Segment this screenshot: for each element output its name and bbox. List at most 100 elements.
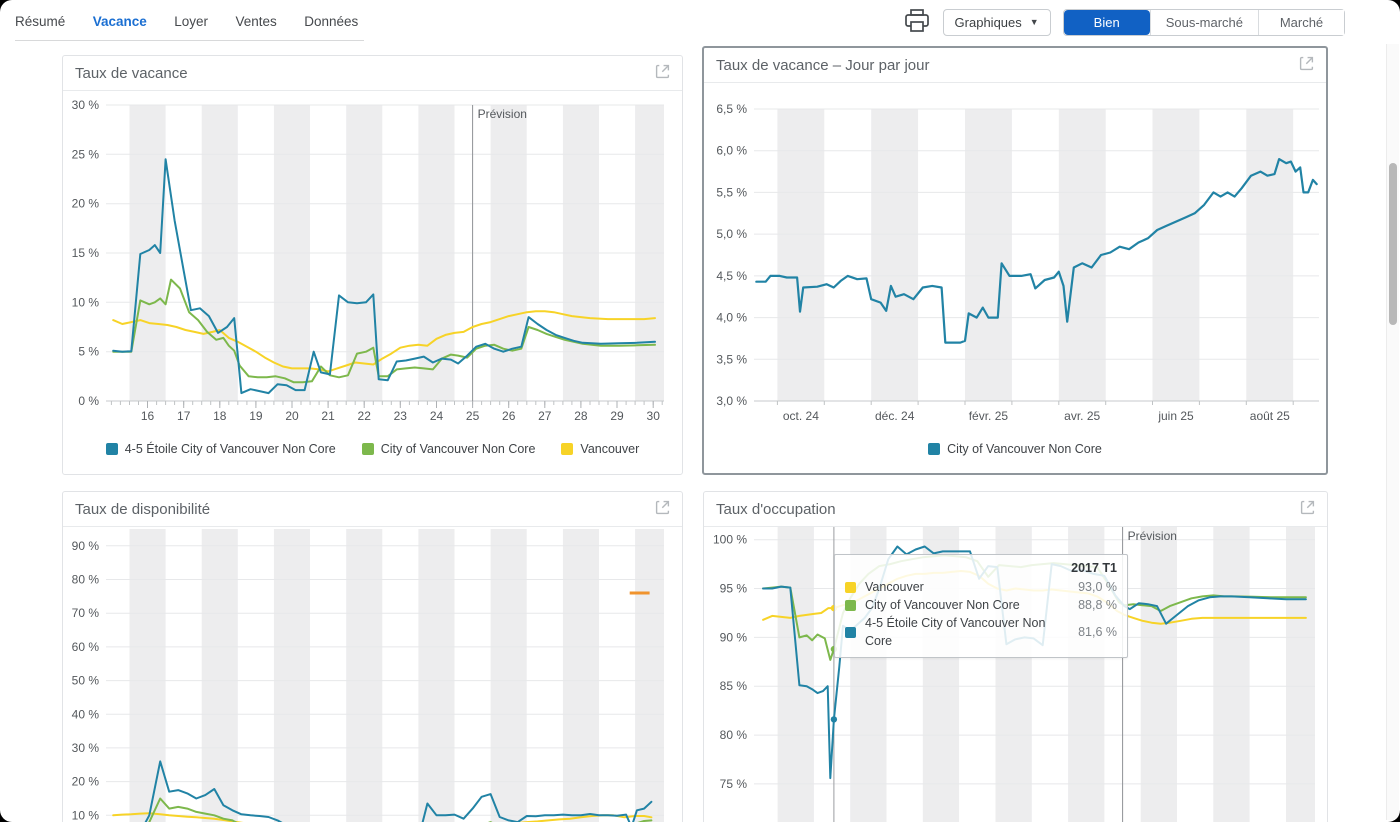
svg-text:27: 27 xyxy=(538,409,552,423)
printer-icon xyxy=(903,8,931,37)
svg-text:18: 18 xyxy=(213,409,227,423)
tab-ventes[interactable]: Ventes xyxy=(235,14,277,29)
svg-text:5 %: 5 % xyxy=(78,345,99,359)
tooltip-series-label: Vancouver xyxy=(865,580,924,594)
tooltip-series-value: 81,6 % xyxy=(1078,625,1117,639)
svg-text:5,0 %: 5,0 % xyxy=(716,227,747,241)
chart-legend: City of Vancouver Non Core xyxy=(704,442,1326,456)
svg-text:févr. 25: févr. 25 xyxy=(969,409,1009,423)
svg-text:22: 22 xyxy=(358,409,372,423)
series-swatch xyxy=(845,626,856,638)
svg-text:24: 24 xyxy=(430,409,444,423)
chevron-down-icon: ▼ xyxy=(1029,17,1039,27)
tooltip-row: 4-5 Étoile City of Vancouver Non Core 81… xyxy=(845,614,1117,650)
svg-text:50 %: 50 % xyxy=(72,674,100,688)
legend-item[interactable]: Vancouver xyxy=(561,442,639,456)
open-in-new-icon xyxy=(1299,56,1314,74)
expand-chart-button[interactable] xyxy=(1299,56,1314,74)
legend-item[interactable]: City of Vancouver Non Core xyxy=(361,442,536,456)
svg-text:6,5 %: 6,5 % xyxy=(716,102,747,116)
charts-dropdown[interactable]: Graphiques ▼ xyxy=(942,9,1051,36)
scrollbar-thumb[interactable] xyxy=(1389,163,1397,325)
svg-text:20 %: 20 % xyxy=(72,775,100,789)
svg-text:90 %: 90 % xyxy=(72,539,100,553)
svg-text:80 %: 80 % xyxy=(72,573,100,587)
open-in-new-icon xyxy=(1300,500,1315,518)
toolbar: Graphiques ▼ Bien Sous-marché Marché xyxy=(903,9,1345,36)
svg-text:30 %: 30 % xyxy=(72,741,100,755)
tooltip-period: 2017 T1 xyxy=(1071,561,1117,575)
card-taux-de-vacance-jour-par-jour: Taux de vacance – Jour par jour 3,0 % 3,5… xyxy=(702,46,1328,475)
svg-text:28: 28 xyxy=(574,409,588,423)
svg-text:16: 16 xyxy=(141,409,155,423)
svg-text:20 %: 20 % xyxy=(72,197,100,211)
svg-text:19: 19 xyxy=(249,409,263,423)
tooltip-row: City of Vancouver Non Core 88,8 % xyxy=(845,596,1117,614)
svg-text:oct. 24: oct. 24 xyxy=(783,409,819,423)
tab-resume[interactable]: Résumé xyxy=(15,14,66,29)
dropdown-label: Graphiques xyxy=(954,15,1022,30)
svg-text:juin 25: juin 25 xyxy=(1157,409,1194,423)
tab-loyer[interactable]: Loyer xyxy=(174,14,209,29)
svg-text:août 25: août 25 xyxy=(1250,409,1290,423)
tooltip-series-value: 93,0 % xyxy=(1078,580,1117,594)
svg-text:95 %: 95 % xyxy=(720,582,748,596)
legend-label: City of Vancouver Non Core xyxy=(380,442,536,456)
expand-chart-button[interactable] xyxy=(655,500,670,518)
view-button-bien[interactable]: Bien xyxy=(1063,10,1150,35)
svg-text:70 %: 70 % xyxy=(72,606,100,620)
svg-text:21: 21 xyxy=(321,409,335,423)
expand-chart-button[interactable] xyxy=(1300,500,1315,518)
open-in-new-icon xyxy=(655,500,670,518)
svg-text:23: 23 xyxy=(394,409,408,423)
scrollbar-track[interactable] xyxy=(1386,44,1399,820)
tab-donnees[interactable]: Données xyxy=(304,14,359,29)
svg-text:15 %: 15 % xyxy=(72,246,100,260)
chart-tooltip: 2017 T1 Vancouver 93,0 % City of Vancouv… xyxy=(834,554,1128,658)
print-button[interactable] xyxy=(903,8,931,37)
svg-text:30: 30 xyxy=(647,409,661,423)
svg-text:30 %: 30 % xyxy=(72,98,100,112)
card-taux-de-disponibilite: Taux de disponibilité 10 % 20 % 30 % 40 % 50… xyxy=(62,491,683,822)
svg-text:avr. 25: avr. 25 xyxy=(1064,409,1100,423)
daily-vacancy-rate-chart[interactable]: 3,0 % 3,5 % 4,0 % 4,5 % 5,0 % 5,5 % 6,0 % 6,5 %… xyxy=(704,83,1328,435)
chart-title: Taux de vacance xyxy=(75,64,188,82)
svg-text:4,0 %: 4,0 % xyxy=(716,311,747,325)
vacancy-rate-chart[interactable]: 0 % 5 % 10 % 15 % 20 % 25 % 30 % 16 17 18 19 20 21 22… xyxy=(63,91,683,435)
tab-bar: Résumé Vacance Loyer Ventes Données xyxy=(15,0,365,41)
series-swatch xyxy=(845,581,856,593)
view-button-sous-marche[interactable]: Sous-marché xyxy=(1149,10,1258,35)
svg-text:0 %: 0 % xyxy=(78,394,99,408)
chart-title: Taux de vacance – Jour par jour xyxy=(716,56,930,74)
view-button-marche[interactable]: Marché xyxy=(1258,10,1344,35)
tooltip-row: Vancouver 93,0 % xyxy=(845,578,1117,596)
legend-label: City of Vancouver Non Core xyxy=(947,442,1102,456)
svg-text:25: 25 xyxy=(466,409,480,423)
svg-text:17: 17 xyxy=(177,409,191,423)
availability-rate-chart[interactable]: 10 % 20 % 30 % 40 % 50 % 60 % 70 % 80 % 90 % xyxy=(63,527,683,822)
chart-title: Taux de disponibilité xyxy=(75,500,211,518)
open-in-new-icon xyxy=(655,64,670,82)
series-swatch xyxy=(928,443,941,455)
svg-text:29: 29 xyxy=(610,409,624,423)
svg-text:100 %: 100 % xyxy=(713,533,747,547)
svg-text:4,5 %: 4,5 % xyxy=(716,269,747,283)
svg-text:10 %: 10 % xyxy=(72,808,100,822)
svg-text:85 %: 85 % xyxy=(720,679,748,693)
card-taux-de-vacance: Taux de vacance 0 % 5 % 10 % 15 % 20 % 25 % 30… xyxy=(62,55,683,475)
card-taux-d-occupation: Taux d'occupation 75 % 80 % 85 % 90 % 95 % 10… xyxy=(703,491,1328,822)
legend-item[interactable]: 4-5 Étoile City of Vancouver Non Core xyxy=(105,442,336,456)
legend-item[interactable]: City of Vancouver Non Core xyxy=(928,442,1102,456)
svg-text:6,0 %: 6,0 % xyxy=(716,144,747,158)
expand-chart-button[interactable] xyxy=(655,64,670,82)
tooltip-series-label: City of Vancouver Non Core xyxy=(865,598,1020,612)
tab-vacance[interactable]: Vacance xyxy=(92,14,147,29)
series-swatch xyxy=(561,443,574,455)
legend-label: Vancouver xyxy=(580,442,640,456)
svg-text:25 %: 25 % xyxy=(72,147,100,161)
svg-text:80 %: 80 % xyxy=(720,728,748,742)
svg-text:déc. 24: déc. 24 xyxy=(875,409,915,423)
svg-text:Prévision: Prévision xyxy=(1128,529,1177,543)
svg-text:26: 26 xyxy=(502,409,516,423)
svg-text:75 %: 75 % xyxy=(720,777,748,791)
